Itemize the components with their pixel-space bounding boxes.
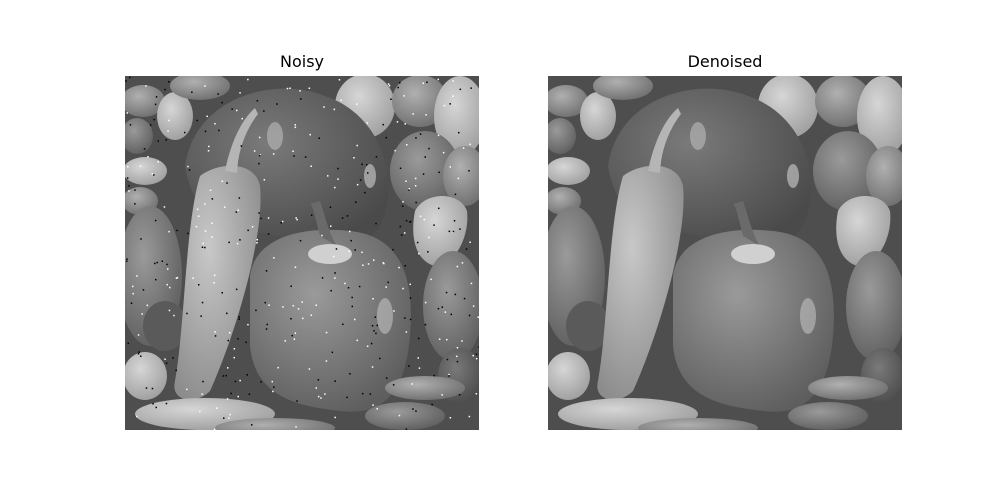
denoised-peppers-picture (548, 76, 902, 430)
denoised-image (548, 76, 902, 430)
noisy-panel: Noisy (125, 0, 479, 430)
noisy-image (125, 76, 479, 430)
noisy-peppers-picture (125, 76, 479, 430)
denoised-panel: Denoised (548, 0, 902, 430)
noisy-panel-title: Noisy (279, 52, 324, 71)
denoised-panel-title: Denoised (687, 52, 763, 71)
